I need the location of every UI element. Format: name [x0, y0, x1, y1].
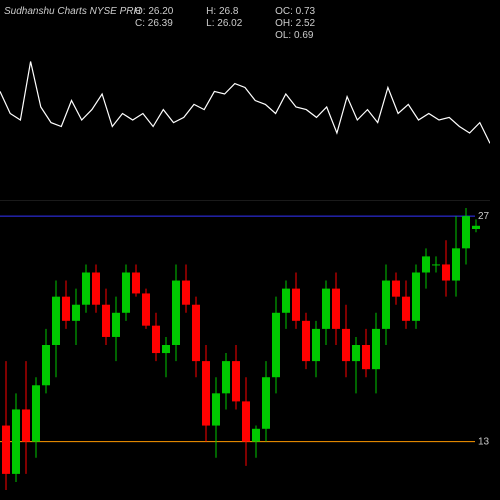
candle-body — [312, 329, 320, 361]
open-label: O: — [135, 6, 146, 17]
candle-body — [172, 281, 180, 345]
ohlc-block: O: 26.20 C: 26.39 H: 26.8 L: 26.02 OC: 0… — [135, 6, 345, 42]
open-value: 26.20 — [148, 6, 173, 17]
candle-body — [242, 401, 250, 441]
candle-chart-svg: 27 13 — [0, 200, 490, 490]
axis-label: 27 — [478, 211, 490, 222]
line-chart-panel — [0, 55, 500, 185]
candle-chart-panel: 27 13 — [0, 200, 500, 490]
candle-body — [262, 377, 270, 429]
high-value: 26.8 — [219, 6, 238, 17]
candle-body — [152, 326, 160, 353]
oc-value: 0.73 — [296, 6, 315, 17]
low-value: 26.02 — [217, 18, 242, 29]
ol-value: 0.69 — [294, 30, 313, 41]
candle-body — [82, 273, 90, 305]
candle-body — [52, 297, 60, 345]
candle-body — [182, 281, 190, 305]
candle-body — [442, 264, 450, 280]
candle-body — [212, 393, 220, 425]
candle-body — [462, 216, 470, 248]
candle-body — [252, 429, 260, 442]
oh-label: OH: — [275, 18, 293, 29]
candle-body — [12, 409, 20, 473]
candle-body — [202, 361, 210, 425]
candle-body — [402, 297, 410, 321]
candle-body — [162, 345, 170, 353]
low-label: L: — [206, 18, 214, 29]
oc-label: OC: — [275, 6, 293, 17]
candle-body — [412, 273, 420, 321]
candle-body — [302, 321, 310, 361]
chart-title: Sudhanshu Charts NYSE PRH — [4, 6, 141, 17]
oh-value: 2.52 — [296, 18, 315, 29]
candle-body — [322, 289, 330, 329]
candle-body — [282, 289, 290, 313]
candle-body — [292, 289, 300, 321]
candle-body — [452, 248, 460, 280]
candle-body — [62, 297, 70, 321]
candle-body — [432, 264, 440, 265]
candle-body — [122, 273, 130, 313]
candle-body — [22, 409, 30, 441]
candle-body — [32, 385, 40, 441]
candle-body — [272, 313, 280, 377]
candle-body — [2, 426, 10, 474]
candle-body — [42, 345, 50, 385]
candle-body — [232, 361, 240, 401]
candle-body — [222, 361, 230, 393]
close-label: C: — [135, 18, 145, 29]
candle-body — [362, 345, 370, 369]
candle-body — [342, 329, 350, 361]
candle-body — [472, 226, 480, 229]
candle-body — [132, 273, 140, 294]
candle-body — [72, 305, 80, 321]
chart-header: Sudhanshu Charts NYSE PRH O: 26.20 C: 26… — [0, 6, 500, 17]
line-chart-svg — [0, 55, 490, 185]
candle-body — [102, 305, 110, 337]
candle-body — [382, 281, 390, 329]
candle-body — [392, 281, 400, 297]
line-chart-path — [0, 62, 490, 144]
candle-body — [192, 305, 200, 361]
candle-body — [142, 293, 150, 325]
candle-body — [352, 345, 360, 361]
candle-body — [332, 289, 340, 329]
high-label: H: — [206, 6, 216, 17]
close-value: 26.39 — [148, 18, 173, 29]
candle-body — [372, 329, 380, 369]
candle-body — [422, 256, 430, 272]
candle-body — [112, 313, 120, 337]
ol-label: OL: — [275, 30, 291, 41]
candle-body — [92, 273, 100, 305]
axis-label: 13 — [478, 437, 490, 448]
